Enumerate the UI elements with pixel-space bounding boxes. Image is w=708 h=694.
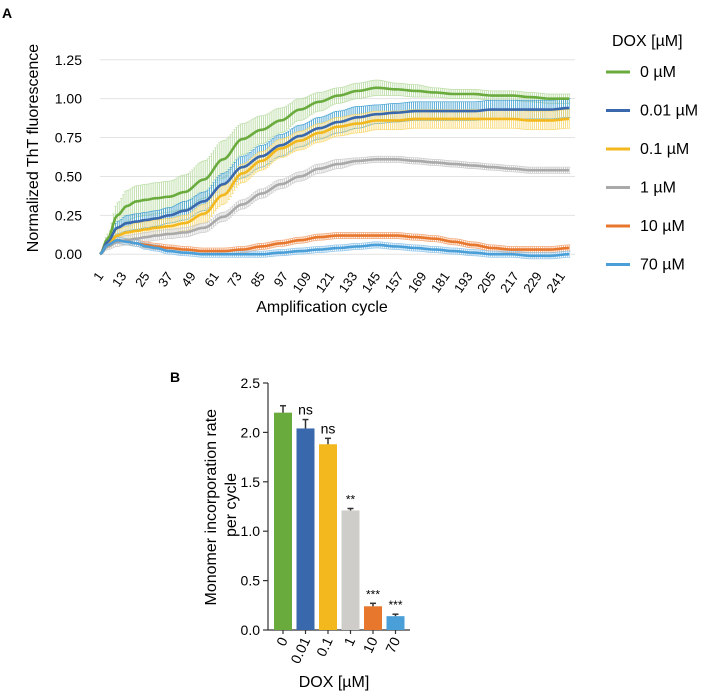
x-tick-label: 73 [224, 269, 245, 289]
y-tick-label: 0.0 [241, 622, 261, 638]
legend-entry: 70 µM [640, 257, 685, 274]
legend-entry: 0 µM [640, 64, 676, 81]
legend-entry: 10 µM [640, 218, 685, 235]
legend-title: DOX [µM] [612, 33, 683, 50]
panel-b-y-axis-label-line-2: per cycle [223, 473, 240, 537]
y-tick-label: 0.25 [55, 207, 82, 223]
y-tick-label: 0.75 [55, 130, 82, 146]
panel-b-x-axis-label: DOX [µM] [299, 674, 370, 691]
x-tick-label: 97 [270, 269, 291, 289]
y-tick-label: 0.00 [55, 246, 82, 262]
x-tick-label: 1 [340, 634, 358, 648]
x-tick-label: 85 [247, 269, 268, 289]
y-tick-label: 1.25 [55, 52, 82, 68]
x-tick-label: 133 [336, 269, 361, 295]
series-line [99, 117, 570, 256]
x-tick-label: 145 [359, 269, 384, 295]
x-tick-label: 241 [543, 269, 568, 295]
bar-10 [364, 606, 382, 630]
y-tick-label: 2.5 [241, 375, 261, 391]
bar-0.1 [319, 444, 337, 630]
series-70M [100, 236, 571, 260]
legend-entry: 1 µM [640, 180, 676, 197]
x-tick-label: 0.1 [313, 634, 336, 659]
panel-b-y-axis-label: Monomer incorporation rate per cycle [203, 405, 240, 606]
y-tick-label: 0.5 [241, 573, 261, 589]
x-tick-label: 37 [155, 269, 176, 289]
y-tick-label: 1.5 [241, 474, 261, 490]
x-tick-label: 229 [520, 269, 545, 295]
panel-a-chart: A 0.00 0.25 0.50 0.75 1.00 1.25 1 13 25 37 49 61 73… [2, 5, 698, 316]
x-tick-label: 49 [178, 269, 199, 289]
y-tick-label: 2.0 [241, 424, 261, 440]
x-tick-label: 61 [201, 269, 222, 289]
significance-label: ns [298, 402, 313, 418]
x-tick-label: 193 [451, 269, 476, 295]
y-tick-label: 1.00 [55, 91, 82, 107]
x-tick-label: 10 [360, 634, 381, 655]
series-line [99, 106, 570, 256]
series-line [99, 158, 570, 256]
x-tick-label: 1 [90, 269, 106, 284]
panel-a-y-ticks: 0.00 0.25 0.50 0.75 1.00 1.25 [55, 52, 82, 262]
panel-b-y-axis-label-line-1: Monomer incorporation rate [203, 409, 220, 606]
bar-1 [341, 510, 360, 630]
x-tick-label: 0 [273, 634, 291, 648]
legend-entry: 0.01 µM [640, 103, 698, 120]
x-tick-label: 25 [132, 269, 153, 289]
x-tick-label: 13 [109, 269, 130, 289]
significance-label: ** [346, 492, 356, 506]
y-tick-label: 1.0 [241, 523, 261, 539]
significance-label: *** [366, 587, 380, 601]
panel-b-label: B [170, 369, 180, 385]
x-tick-label: 157 [382, 269, 407, 295]
series-line [99, 238, 570, 258]
panel-a-label: A [2, 5, 12, 21]
panel-b-x-ticks: 00.01 0.1 1 10 70 [273, 630, 403, 666]
x-tick-label: 109 [289, 269, 314, 295]
panel-a-series [98, 79, 571, 260]
significance-label: ns [321, 420, 336, 436]
x-tick-label: 205 [474, 269, 499, 295]
x-tick-label: 169 [405, 269, 430, 295]
significance-label: *** [388, 598, 402, 612]
series-line [99, 234, 570, 256]
x-tick-label: 181 [428, 269, 453, 295]
bar-70 [386, 616, 405, 630]
x-tick-label: 70 [382, 634, 403, 655]
panel-a-legend: DOX [µM] 0 µM 0.01 µM 0.1 µM 1 µM 10 µM 70 µM [606, 33, 698, 274]
x-tick-label: 121 [312, 269, 337, 295]
x-tick-label: 217 [497, 269, 522, 295]
bar-0.01 [296, 428, 315, 630]
legend-entry: 0.1 µM [640, 141, 689, 158]
panel-b-y-ticks: 0.0 0.5 1.0 1.5 2.0 2.5 [241, 375, 268, 638]
x-tick-label: 0.01 [287, 634, 313, 666]
panel-a-y-axis-label: Normalized ThT fluorescence [25, 44, 42, 252]
y-tick-label: 0.50 [55, 168, 82, 184]
panel-a-x-axis-label: Amplification cycle [256, 299, 388, 316]
bar-0 [274, 412, 292, 630]
series-line [98, 86, 570, 256]
panel-a-x-ticks: 1 13 25 37 49 61 73 85 9710912113314515716918119… [90, 269, 568, 295]
